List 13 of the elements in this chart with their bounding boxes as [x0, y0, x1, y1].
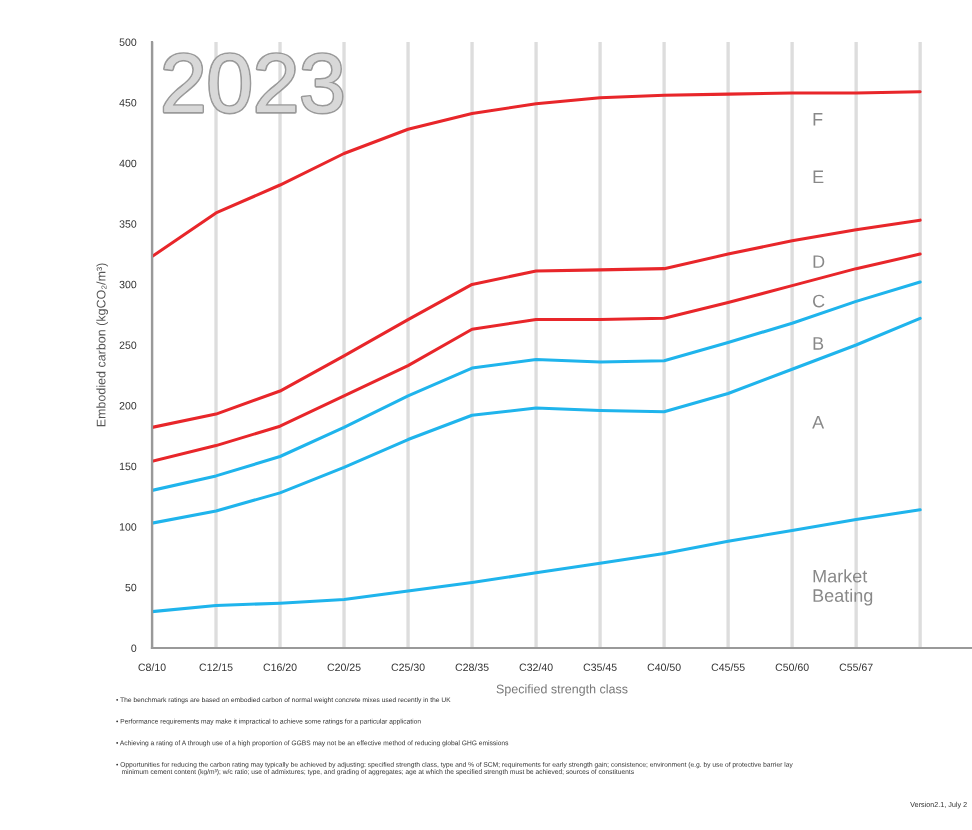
line-series — [152, 218, 922, 429]
annotation: B — [813, 337, 824, 350]
line-series — [152, 280, 922, 492]
annotation: Market Beating — [813, 569, 873, 606]
annotation: 2023 — [164, 53, 342, 113]
line-series — [152, 252, 922, 463]
line-series — [152, 508, 922, 614]
annotation: A — [812, 416, 825, 429]
annotation: C — [813, 294, 825, 308]
annotation: D — [813, 255, 825, 268]
line-series — [152, 316, 922, 525]
annotation: E — [813, 170, 824, 184]
annotation: F — [813, 113, 823, 126]
